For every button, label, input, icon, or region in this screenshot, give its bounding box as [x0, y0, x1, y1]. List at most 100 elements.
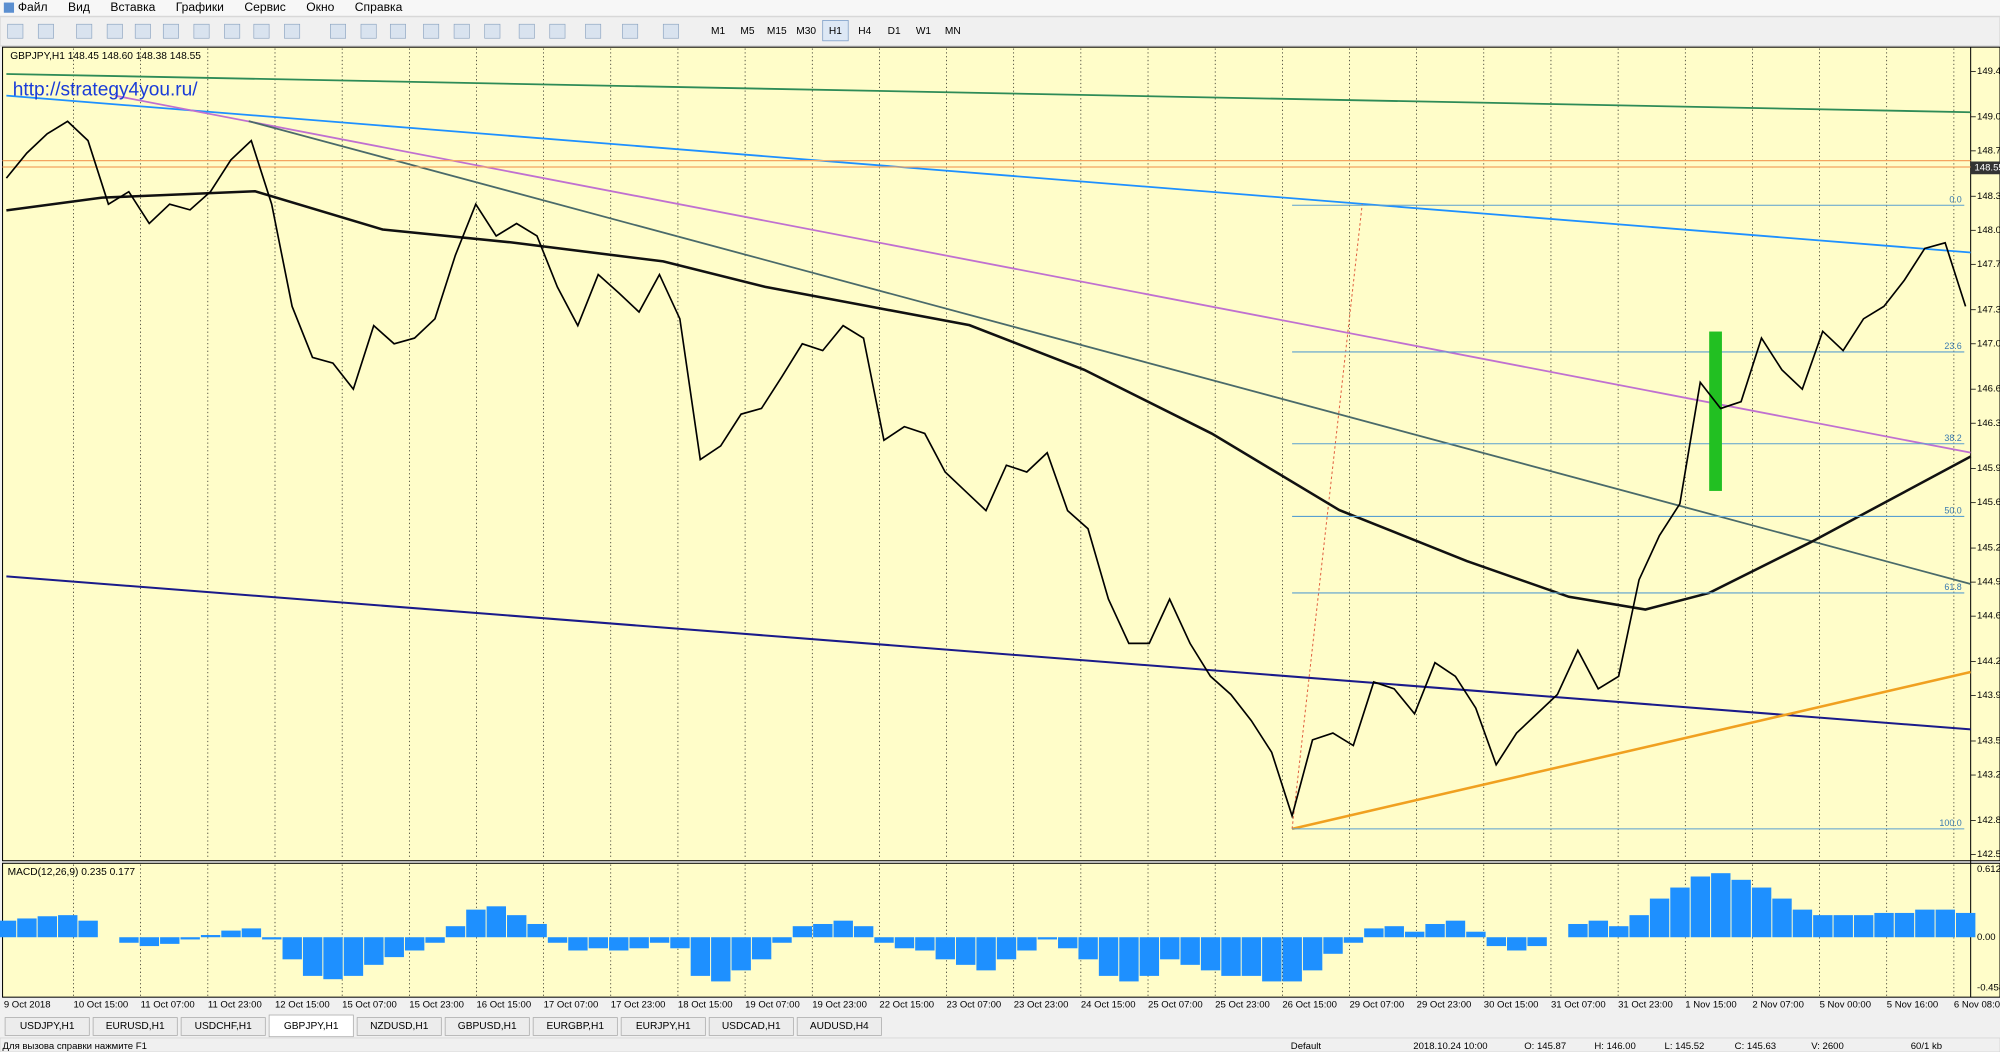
macd-bar: [649, 937, 670, 943]
menu-item[interactable]: Справка: [355, 0, 403, 14]
tab[interactable]: [620, 1017, 706, 1036]
macd-bar: [466, 909, 486, 938]
tab[interactable]: [796, 1017, 882, 1036]
tool-button[interactable]: [193, 23, 210, 39]
macd-bar: [1058, 937, 1078, 949]
tool-button[interactable]: [585, 23, 602, 39]
macd-bar: [690, 937, 711, 976]
macd-bar: [139, 937, 160, 947]
tool-button[interactable]: [162, 23, 179, 39]
macd-axis-label: -0.458: [1977, 982, 2000, 993]
macd-bar: [935, 937, 955, 960]
app-icon: [3, 2, 15, 13]
price-label: 148.7: [1977, 145, 2000, 156]
menu-item[interactable]: Сервис: [244, 0, 285, 14]
tab-label[interactable]: EURGBP,H1: [546, 1021, 604, 1032]
tab[interactable]: [356, 1017, 442, 1036]
macd-bar: [588, 937, 609, 949]
tool-button[interactable]: [7, 23, 24, 39]
price-label: 146.6: [1977, 384, 2000, 395]
macd-bar: [1282, 937, 1302, 982]
tool-button[interactable]: [284, 23, 301, 39]
current-price: 148.55: [1974, 162, 2000, 173]
menu-item[interactable]: Файл: [18, 0, 48, 14]
timeframe-active: [822, 20, 849, 42]
watermark: http://strategy4you.ru/: [13, 80, 199, 101]
tool-button[interactable]: [360, 23, 377, 39]
tab-label[interactable]: USDJPY,H1: [20, 1021, 75, 1032]
tab[interactable]: [444, 1017, 530, 1036]
chart-header: GBPJPY,H1 148.45 148.60 148.38 148.55: [10, 51, 201, 62]
tab-label[interactable]: NZDUSD,H1: [370, 1021, 429, 1032]
price-label: 147.0: [1977, 338, 2000, 349]
macd-bar: [955, 937, 976, 965]
tool-button[interactable]: [622, 23, 639, 39]
macd-bar: [1119, 937, 1139, 982]
tab-label[interactable]: USDCAD,H1: [722, 1021, 781, 1032]
macd-bar: [894, 937, 915, 949]
tab-label[interactable]: EURUSD,H1: [106, 1021, 165, 1032]
tab-label[interactable]: GBPUSD,H1: [458, 1021, 517, 1032]
menu-item[interactable]: Вставка: [110, 0, 155, 14]
time-label: 31 Oct 23:00: [1618, 999, 1673, 1010]
tool-button[interactable]: [76, 23, 93, 39]
menu-item[interactable]: Графики: [176, 0, 224, 14]
timeframe-button[interactable]: M5: [740, 26, 754, 37]
timeframe-button[interactable]: D1: [888, 26, 901, 37]
status-high: H: 146.00: [1594, 1041, 1635, 1052]
tab[interactable]: [532, 1017, 618, 1036]
price-label: 142.8: [1977, 815, 2000, 826]
tool-button[interactable]: [134, 23, 151, 39]
tab[interactable]: [180, 1017, 266, 1036]
menu-item[interactable]: Окно: [306, 0, 334, 14]
price-label: 147.3: [1977, 304, 2000, 315]
tool-button[interactable]: [662, 23, 679, 39]
tool-button[interactable]: [484, 23, 501, 39]
macd-bar: [1302, 937, 1323, 971]
macd-bar: [37, 916, 58, 938]
tool-button[interactable]: [330, 23, 346, 39]
tab[interactable]: [92, 1017, 178, 1036]
timeframe-button[interactable]: M30: [796, 26, 816, 37]
macd-bar: [17, 918, 37, 938]
tab[interactable]: [268, 1014, 354, 1038]
macd-axis-label: 0.612: [1977, 864, 2000, 875]
tab-label[interactable]: GBPJPY,H1: [284, 1021, 339, 1032]
tab-label[interactable]: AUDUSD,H4: [810, 1021, 869, 1032]
tab-label[interactable]: USDCHF,H1: [195, 1021, 253, 1032]
macd-bar: [1507, 937, 1527, 951]
time-label: 25 Oct 23:00: [1215, 999, 1270, 1010]
tab[interactable]: [708, 1017, 794, 1036]
tool-button[interactable]: [253, 23, 270, 39]
macd-bar: [1139, 937, 1160, 976]
fib-label: 0.0: [1949, 195, 1961, 205]
macd-bar: [976, 937, 996, 971]
fibonacci: 0.0 23.6 38.2 50.0 61.8 100.0: [1292, 195, 1965, 830]
tool-button[interactable]: [37, 23, 54, 39]
menu-item[interactable]: Вид: [68, 0, 90, 14]
timeframe-button[interactable]: H1: [829, 26, 842, 37]
timeframe-button[interactable]: H4: [858, 26, 871, 37]
macd-bar: [1425, 923, 1445, 938]
timeframe-button[interactable]: W1: [916, 26, 932, 37]
tool-button[interactable]: [224, 23, 241, 39]
status-time: 2018.10.24 10:00: [1413, 1041, 1487, 1052]
tab[interactable]: [4, 1017, 90, 1036]
macd-bar: [1670, 887, 1690, 938]
timeframe-button[interactable]: MN: [945, 26, 961, 37]
price-label: 145.9: [1977, 463, 2000, 474]
tab-label[interactable]: EURJPY,H1: [636, 1021, 691, 1032]
status-open: O: 145.87: [1524, 1041, 1566, 1052]
macd-bar: [1364, 928, 1384, 938]
tool-button[interactable]: [106, 23, 123, 39]
timeframe-button[interactable]: M1: [711, 26, 725, 37]
tool-button[interactable]: [518, 23, 535, 39]
time-label: 29 Oct 23:00: [1417, 999, 1472, 1010]
tool-button[interactable]: [389, 23, 406, 39]
tool-button[interactable]: [453, 23, 470, 39]
tool-button[interactable]: [423, 23, 440, 39]
current-price-box: [1970, 161, 2000, 175]
price-label: 143.9: [1977, 690, 2000, 701]
tool-button[interactable]: [549, 23, 566, 39]
timeframe-button[interactable]: M15: [767, 26, 787, 37]
